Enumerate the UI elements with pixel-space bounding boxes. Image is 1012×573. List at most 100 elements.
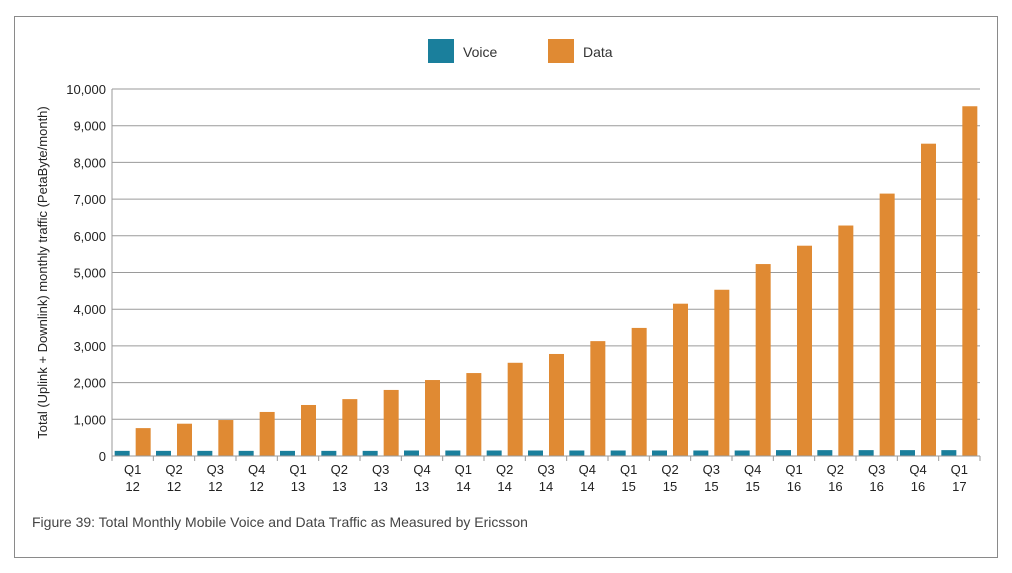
data-bar xyxy=(921,143,936,457)
x-tick-label-year: 13 xyxy=(415,479,429,494)
voice-bar xyxy=(114,450,130,456)
x-tick-label-year: 16 xyxy=(911,479,925,494)
voice-bar xyxy=(941,450,957,456)
x-tick-label-quarter: Q1 xyxy=(289,462,306,477)
x-tick-label-quarter: Q1 xyxy=(785,462,802,477)
x-tick-label-year: 14 xyxy=(497,479,511,494)
voice-bar xyxy=(734,450,750,456)
x-tick-label-year: 14 xyxy=(539,479,553,494)
voice-bar xyxy=(445,450,461,456)
x-axis: Q1 12 Q2 12 Q3 12 Q4 12 Q1 13 Q2 13 Q3 13 Q4 13 Q1 14 Q2 14… xyxy=(111,455,981,494)
legend: Voice Data xyxy=(428,39,613,63)
y-axis: 0 1,000 2,000 3,000 4,000 5,000 6,000 7,000 8,00… xyxy=(66,82,113,464)
data-bar xyxy=(797,245,812,456)
voice-bar xyxy=(900,450,915,456)
voice-bar xyxy=(362,450,378,456)
data-bar xyxy=(879,193,895,456)
data-bar xyxy=(466,373,482,456)
x-tick-label-year: 12 xyxy=(208,479,222,494)
voice-bar xyxy=(404,450,419,456)
voice-bar xyxy=(776,450,791,456)
x-tick-label-year: 16 xyxy=(869,479,883,494)
x-tick-label-year: 12 xyxy=(125,479,139,494)
y-axis-label: Total (Uplink + Downlink) monthly traffi… xyxy=(35,106,50,438)
voice-bar xyxy=(156,450,171,456)
x-tick-label-year: 13 xyxy=(291,479,305,494)
x-tick-label-quarter: Q1 xyxy=(951,462,968,477)
y-tick-label: 2,000 xyxy=(73,376,106,391)
x-tick-label-year: 12 xyxy=(249,479,263,494)
y-tick-label: 1,000 xyxy=(73,412,106,427)
data-bar xyxy=(301,404,316,456)
data-bar xyxy=(673,303,688,456)
chart-frame xyxy=(14,16,998,558)
x-tick-label-year: 13 xyxy=(373,479,387,494)
voice-bar xyxy=(610,450,626,456)
voice-bar xyxy=(817,450,833,456)
voice-bar xyxy=(693,450,709,456)
x-tick-label-year: 12 xyxy=(167,479,181,494)
data-bar xyxy=(549,353,564,456)
x-tick-label-quarter: Q4 xyxy=(413,462,430,477)
voice-bar xyxy=(569,450,585,456)
x-tick-label-year: 16 xyxy=(828,479,842,494)
y-tick-label: 9,000 xyxy=(73,119,106,134)
voice-bar xyxy=(280,450,295,456)
x-tick-label-year: 15 xyxy=(704,479,718,494)
x-tick-label-quarter: Q2 xyxy=(331,462,348,477)
x-tick-label-quarter: Q1 xyxy=(124,462,141,477)
y-tick-label: 5,000 xyxy=(73,266,106,281)
x-tick-label-quarter: Q1 xyxy=(620,462,637,477)
x-tick-label-quarter: Q3 xyxy=(703,462,720,477)
x-tick-label-quarter: Q4 xyxy=(579,462,596,477)
x-tick-label-quarter: Q1 xyxy=(455,462,472,477)
x-tick-label-quarter: Q3 xyxy=(537,462,554,477)
x-tick-label-quarter: Q3 xyxy=(868,462,885,477)
data-bar xyxy=(177,423,192,456)
x-tick-label-year: 15 xyxy=(621,479,635,494)
data-bar xyxy=(342,399,358,456)
data-legend-label: Data xyxy=(583,44,613,60)
y-tick-label: 8,000 xyxy=(73,155,106,170)
x-tick-label-quarter: Q2 xyxy=(165,462,182,477)
data-bar xyxy=(507,362,523,456)
data-bar xyxy=(135,428,151,456)
x-tick-label-quarter: Q3 xyxy=(372,462,389,477)
x-tick-label-quarter: Q4 xyxy=(744,462,761,477)
x-tick-label-year: 13 xyxy=(332,479,346,494)
x-tick-label-quarter: Q4 xyxy=(248,462,265,477)
voice-bar xyxy=(528,450,543,456)
voice-bar xyxy=(238,450,254,456)
data-bar xyxy=(425,380,440,456)
y-tick-label: 10,000 xyxy=(66,82,106,97)
x-tick-label-quarter: Q2 xyxy=(827,462,844,477)
data-bar xyxy=(714,289,730,456)
bars xyxy=(114,106,978,457)
x-tick-label-quarter: Q3 xyxy=(207,462,224,477)
voice-legend-swatch xyxy=(428,39,454,63)
data-bar xyxy=(259,411,275,456)
x-tick-label-year: 14 xyxy=(456,479,470,494)
data-bar xyxy=(218,420,234,456)
y-tick-label: 0 xyxy=(99,449,106,464)
x-tick-label-year: 15 xyxy=(745,479,759,494)
data-bar xyxy=(631,327,647,456)
data-legend-swatch xyxy=(548,39,574,63)
data-bar xyxy=(962,106,978,457)
y-tick-label: 3,000 xyxy=(73,339,106,354)
data-bar xyxy=(755,264,771,456)
y-tick-label: 4,000 xyxy=(73,302,106,317)
x-tick-label-year: 15 xyxy=(663,479,677,494)
x-tick-label-year: 17 xyxy=(952,479,966,494)
data-bar xyxy=(383,389,399,456)
x-tick-label-quarter: Q2 xyxy=(496,462,513,477)
y-tick-label: 7,000 xyxy=(73,192,106,207)
voice-bar xyxy=(486,450,502,456)
figure-caption: Figure 39: Total Monthly Mobile Voice an… xyxy=(32,514,528,530)
x-tick-label-quarter: Q2 xyxy=(661,462,678,477)
x-tick-label-year: 14 xyxy=(580,479,594,494)
x-tick-label-year: 16 xyxy=(787,479,801,494)
voice-legend-label: Voice xyxy=(463,44,497,60)
data-bar xyxy=(838,225,854,456)
